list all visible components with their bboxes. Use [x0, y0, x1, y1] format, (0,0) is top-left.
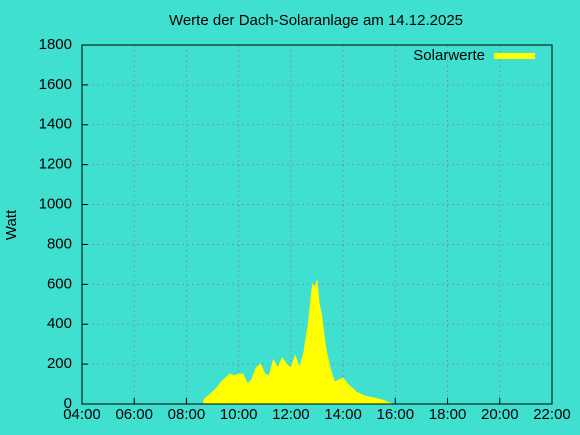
y-tick-label: 600 [47, 275, 72, 292]
x-tick-label: 16:00 [377, 406, 415, 423]
x-tick-label: 20:00 [481, 406, 519, 423]
area [203, 280, 392, 405]
y-tick-label: 400 [47, 315, 72, 332]
y-tick-label: 1000 [39, 196, 72, 213]
y-tick-label: 1400 [39, 116, 72, 133]
y-tick-label: 1600 [39, 76, 72, 93]
plot-border [81, 44, 553, 405]
x-tick-label: 08:00 [168, 406, 206, 423]
x-tick-label: 18:00 [429, 406, 467, 423]
y-tick-label: 200 [47, 355, 72, 372]
chart-title: Werte der Dach-Solaranlage am 14.12.2025 [169, 12, 463, 29]
x-tick-label: 12:00 [272, 406, 310, 423]
x-tick-label: 10:00 [220, 406, 258, 423]
x-tick-label: 14:00 [324, 406, 362, 423]
x-tick-label: 06:00 [115, 406, 153, 423]
y-axis-label: Watt [3, 209, 20, 240]
y-tick-label: 0 [64, 395, 72, 412]
x-tick-label: 04:00 [63, 406, 101, 423]
y-tick-label: 1800 [39, 36, 72, 53]
legend-label: Solarwerte [413, 47, 485, 64]
y-tick-label: 800 [47, 235, 72, 252]
y-tick-label: 1200 [39, 156, 72, 173]
x-tick-label: 22:00 [533, 406, 571, 423]
legend-swatch [494, 53, 535, 59]
